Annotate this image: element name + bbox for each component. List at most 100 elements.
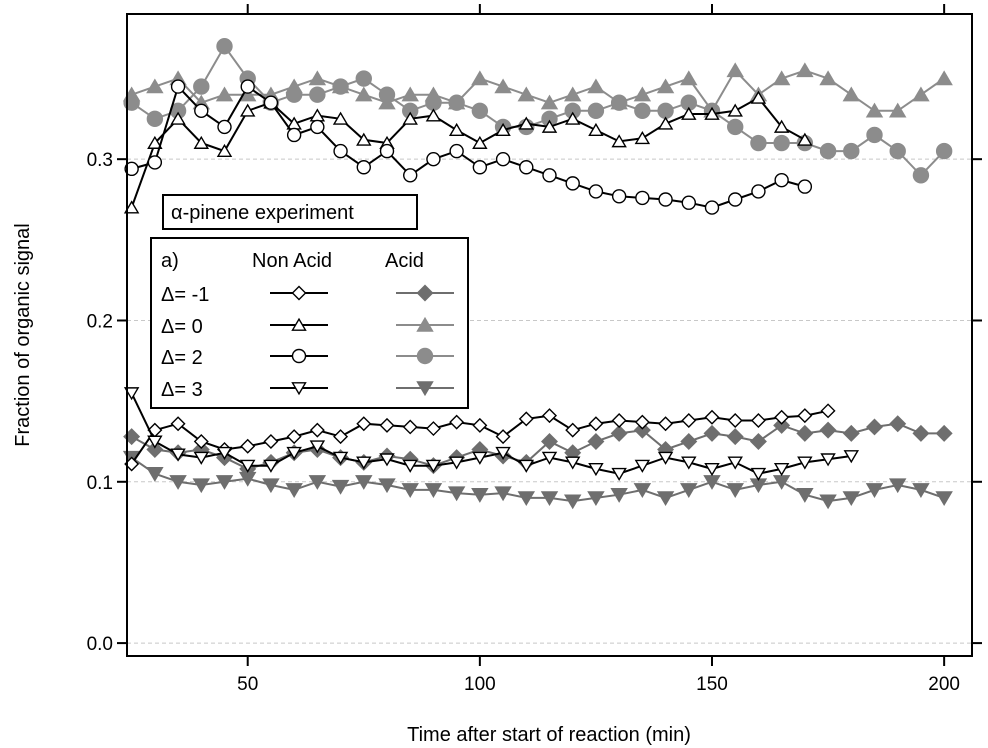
data-point [865, 483, 884, 498]
data-point [194, 103, 209, 118]
data-point [239, 103, 256, 117]
legend-marker-acid [416, 284, 434, 302]
data-point [403, 168, 418, 183]
data-point [217, 119, 232, 135]
data-point [471, 487, 489, 503]
data-point [332, 78, 349, 95]
data-point [425, 459, 442, 473]
x-axis-title: Time after start of reaction (min) [407, 724, 691, 746]
data-point [472, 135, 488, 149]
data-point [704, 106, 720, 120]
data-point [170, 79, 186, 94]
data-point [611, 413, 627, 428]
data-point [681, 456, 697, 470]
data-point [565, 422, 581, 438]
data-point [588, 416, 604, 432]
x-tick-label: 50 [237, 674, 258, 695]
data-point [308, 70, 327, 86]
data-point [681, 413, 697, 428]
data-point [449, 143, 464, 159]
data-point [727, 103, 743, 117]
legend-marker-acid [416, 316, 434, 332]
data-point [912, 483, 930, 498]
data-point [517, 491, 536, 507]
y-tick-label: 0.3 [87, 150, 113, 171]
data-point [657, 451, 674, 465]
data-point [518, 116, 535, 130]
data-point [541, 119, 558, 133]
data-point [704, 462, 720, 477]
data-point [681, 106, 697, 120]
data-point [634, 414, 650, 430]
data-point [123, 200, 140, 214]
data-point [471, 70, 489, 86]
data-point [542, 168, 557, 183]
data-point [216, 38, 233, 55]
data-point [495, 122, 511, 137]
data-point [286, 429, 302, 445]
data-point [680, 483, 698, 498]
series--1-non-acid [124, 403, 836, 472]
data-point [750, 90, 767, 104]
data-point [540, 491, 559, 507]
x-tick-label: 100 [464, 674, 496, 695]
data-point [588, 184, 604, 199]
data-point [146, 78, 164, 94]
data-point [843, 450, 860, 464]
data-point [820, 403, 836, 419]
data-point [634, 102, 651, 119]
data-point [633, 483, 652, 498]
data-point [193, 451, 210, 465]
data-point [633, 86, 652, 102]
series--3-non-acid [123, 387, 860, 481]
data-point [448, 122, 465, 137]
data-point [912, 424, 930, 442]
data-point [656, 491, 675, 507]
data-point [169, 475, 187, 490]
data-point [216, 143, 233, 158]
data-point [379, 453, 395, 467]
data-point [447, 486, 466, 502]
data-point [193, 78, 210, 95]
y-tick-label: 0.0 [87, 634, 113, 655]
data-point [240, 79, 255, 94]
data-point [331, 479, 350, 495]
data-point [843, 142, 860, 160]
data-point [123, 387, 140, 401]
data-point [935, 424, 953, 442]
data-point [912, 86, 930, 102]
x-tick-label: 200 [928, 674, 960, 695]
data-point [842, 86, 861, 102]
data-point [286, 127, 302, 143]
plot-frame [126, 13, 973, 657]
data-point [866, 418, 883, 436]
data-point [656, 78, 675, 94]
data-point [495, 446, 511, 460]
legend-col-non-acid: Non Acid [252, 250, 332, 272]
data-point [494, 486, 512, 502]
legend-label-delta-0: Δ= 0 [161, 316, 203, 338]
data-point [935, 70, 953, 86]
data-point [216, 446, 233, 460]
data-point [356, 160, 371, 175]
data-point [146, 441, 164, 459]
annotation-box: α-pinene experiment [162, 194, 418, 230]
legend-swatches [270, 284, 454, 397]
axes: 0.0 0.1 0.2 0.3 50 100 150 200 [87, 4, 982, 695]
data-point [215, 86, 234, 102]
data-point [728, 192, 743, 207]
data-point [448, 456, 465, 470]
data-point [379, 143, 395, 159]
data-point [308, 475, 327, 490]
data-point [239, 459, 256, 473]
legend-col-acid: Acid [385, 250, 424, 272]
data-point [193, 135, 210, 149]
data-point [540, 94, 559, 110]
data-point [192, 478, 211, 494]
legend-marker-non-acid [291, 382, 307, 396]
data-point [819, 70, 837, 86]
data-point [749, 432, 767, 450]
data-point [425, 108, 442, 122]
data-point [797, 456, 813, 470]
y-axis-title: Fraction of organic signal [12, 223, 34, 446]
